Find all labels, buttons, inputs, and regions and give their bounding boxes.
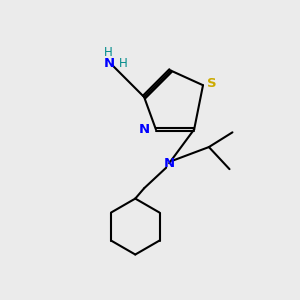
Text: H: H	[104, 46, 112, 59]
Text: N: N	[138, 123, 149, 136]
Text: N: N	[164, 157, 175, 170]
Text: S: S	[207, 77, 217, 90]
Text: H: H	[118, 57, 127, 70]
Text: N: N	[104, 57, 115, 70]
